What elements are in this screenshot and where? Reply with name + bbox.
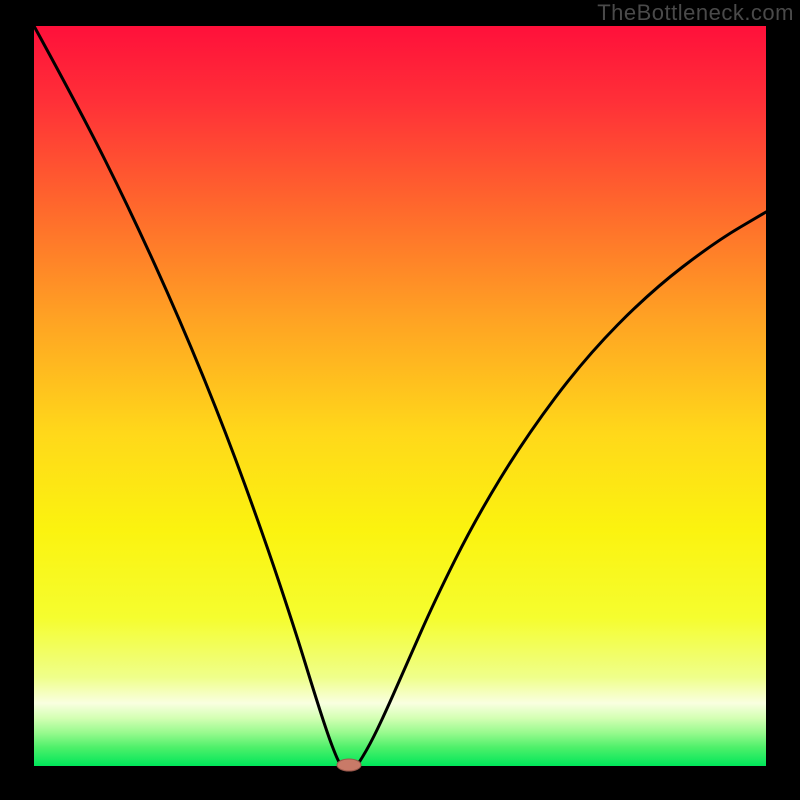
bottleneck-chart: [0, 0, 800, 800]
watermark-text: TheBottleneck.com: [597, 0, 794, 26]
optimal-point-marker: [337, 759, 361, 771]
chart-container: TheBottleneck.com: [0, 0, 800, 800]
